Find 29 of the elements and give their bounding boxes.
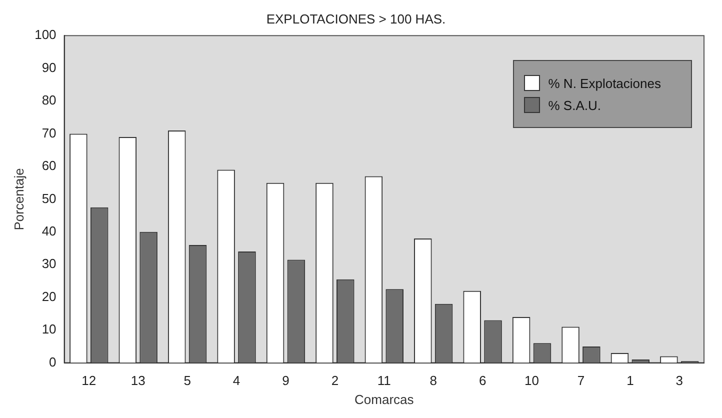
x-tick-label: 1 [626, 373, 634, 388]
x-tick-label: 4 [232, 373, 240, 388]
y-tick-label: 30 [42, 256, 56, 272]
y-tick-label: 80 [42, 92, 56, 108]
x-tick-label: 6 [478, 373, 486, 388]
x-tick-label: 5 [184, 373, 191, 388]
y-tick-label: 10 [42, 322, 56, 337]
y-axis-title: Porcentaje [11, 168, 26, 230]
x-tick-label: 3 [676, 373, 684, 388]
x-tick-label: 12 [82, 373, 96, 388]
x-axis-title: Comarcas [354, 392, 414, 407]
legend-label: % S.A.U. [548, 98, 602, 112]
x-tick-label: 2 [331, 373, 339, 388]
x-tick-label: 10 [524, 373, 540, 388]
x-tick-label: 7 [577, 373, 585, 388]
y-tick-label: 50 [42, 190, 56, 206]
y-tick-label: 0 [49, 354, 56, 370]
y-tick-label: 100 [34, 27, 56, 42]
chart-title: EXPLOTACIONES > 100 HAS. [266, 11, 446, 26]
y-tick-label: 70 [42, 125, 56, 140]
legend-label: % N. Explotaciones [548, 76, 661, 90]
y-tick-label: 40 [42, 224, 56, 238]
x-tick-label: 8 [430, 373, 437, 388]
x-tick-label: 9 [282, 373, 290, 388]
x-tick-label: 11 [377, 373, 391, 388]
y-tick-label: 60 [42, 158, 56, 174]
y-tick-label: 90 [42, 60, 56, 75]
x-tick-label: 13 [130, 373, 146, 388]
y-tick-label: 20 [42, 288, 56, 304]
